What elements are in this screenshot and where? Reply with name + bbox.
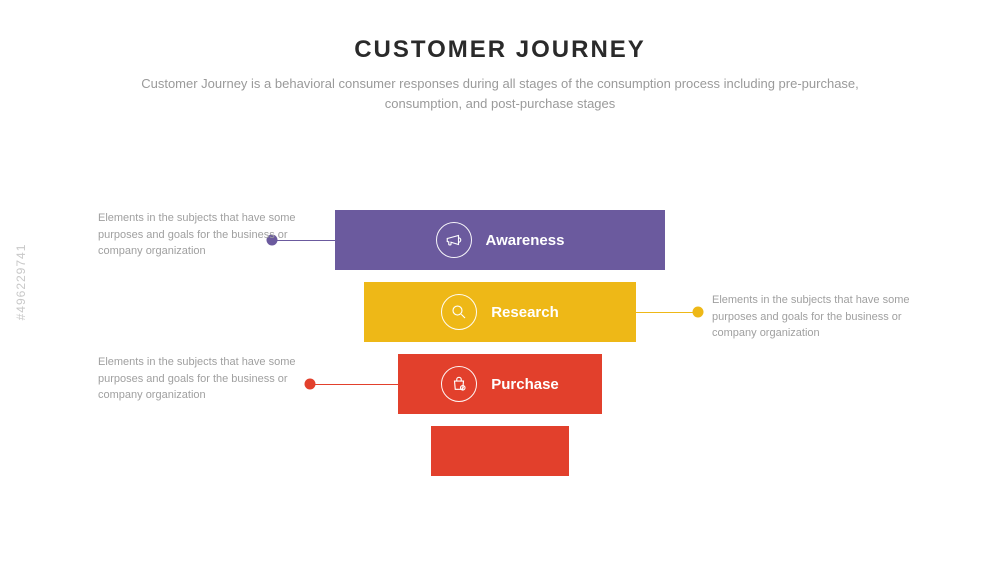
connector-dot <box>305 379 316 390</box>
stage-description: Elements in the subjects that have some … <box>712 292 912 342</box>
page-title: CUSTOMER JOURNEY <box>0 36 1000 64</box>
page-subtitle: Customer Journey is a behavioral consume… <box>110 74 890 113</box>
connector-dot <box>693 307 704 318</box>
bag-icon <box>441 366 477 402</box>
stage-label: Research <box>491 304 559 321</box>
watermark: #496229741 <box>14 243 28 320</box>
header: CUSTOMER JOURNEY Customer Journey is a b… <box>0 0 1000 113</box>
stage-awareness: Awareness <box>335 210 665 270</box>
stage-research: Research <box>364 282 636 342</box>
megaphone-icon <box>436 222 472 258</box>
magnifier-icon <box>441 294 477 330</box>
connector-line <box>636 312 698 313</box>
stage-purchase: Purchase <box>398 354 602 414</box>
stage-description: Elements in the subjects that have some … <box>98 210 298 260</box>
connector-line <box>310 384 398 385</box>
stage-label: Awareness <box>486 232 565 249</box>
funnel-tail <box>431 426 569 476</box>
stage-label: Purchase <box>491 376 559 393</box>
stage-description: Elements in the subjects that have some … <box>98 354 298 404</box>
